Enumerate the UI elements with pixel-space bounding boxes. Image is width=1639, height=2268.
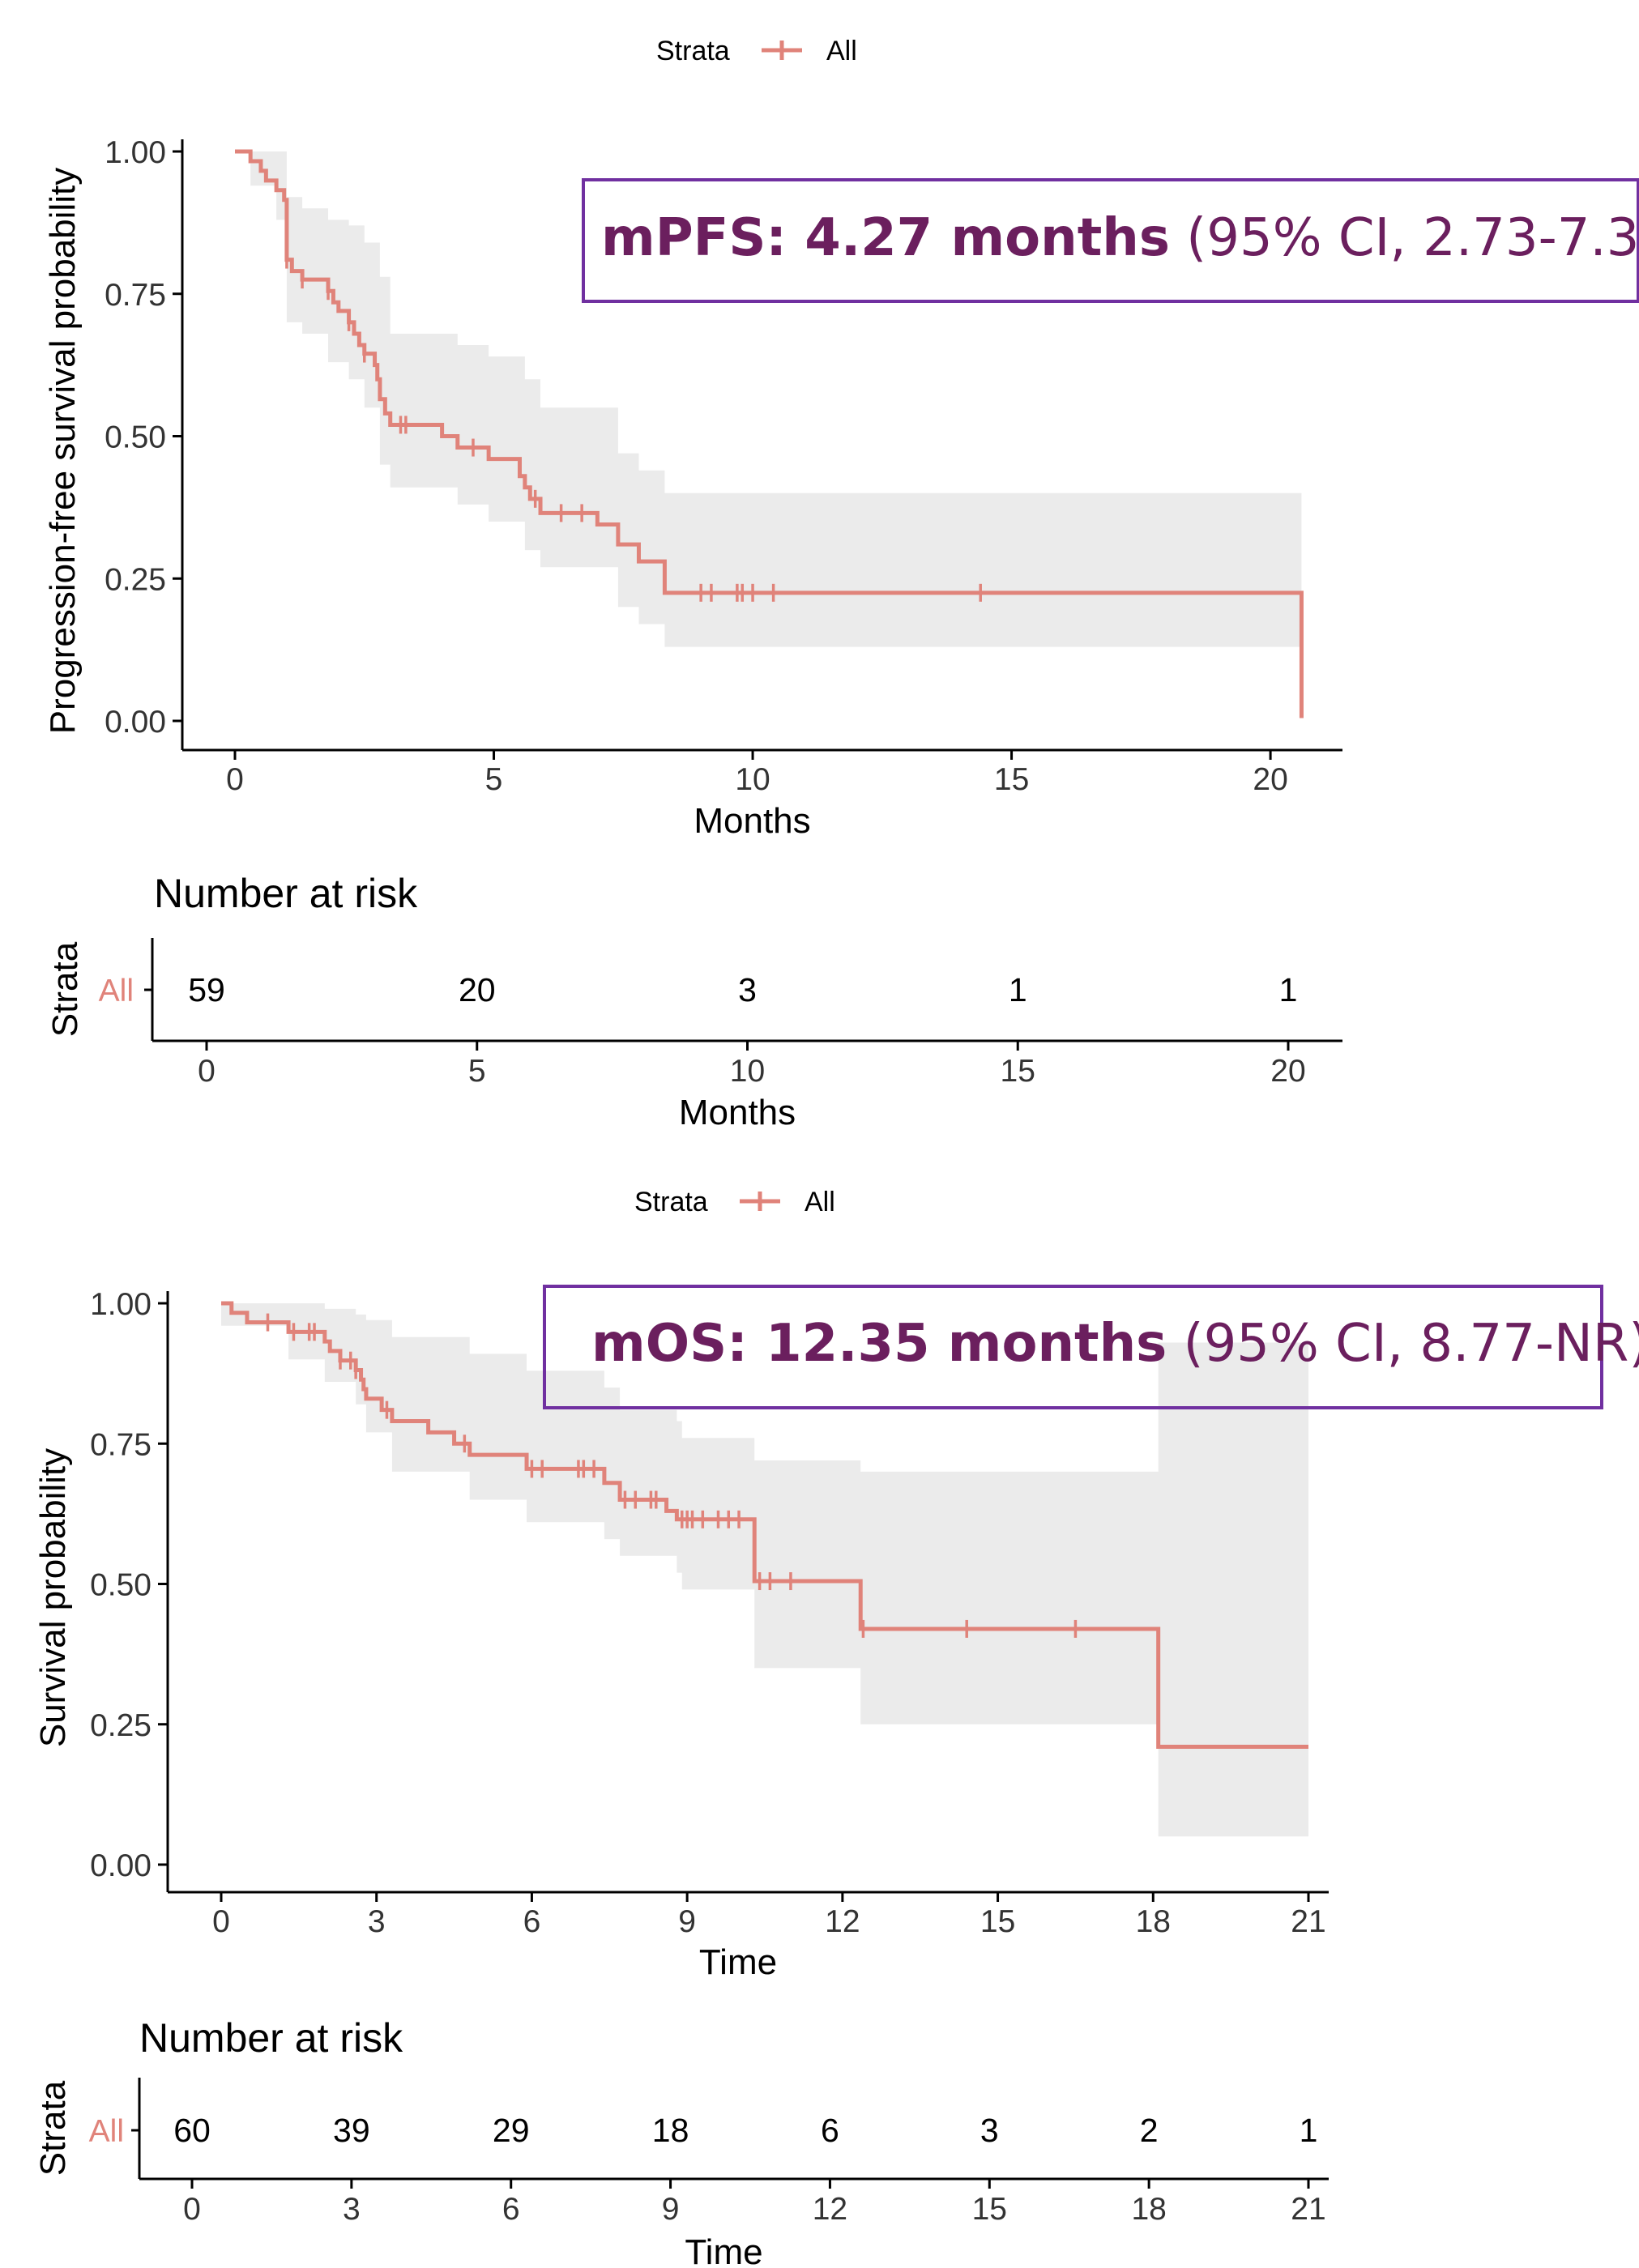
risk-table-title: Number at risk xyxy=(154,871,418,916)
y-tick-label: 0.00 xyxy=(90,1848,152,1883)
risk-y-axis-label: Strata xyxy=(45,941,85,1037)
x-tick-label: 9 xyxy=(678,1904,696,1939)
x-tick-label: 6 xyxy=(523,1904,541,1939)
annotation-box xyxy=(582,178,1639,303)
legend: Strata All xyxy=(634,1187,835,1217)
risk-count: 39 xyxy=(333,2112,370,2149)
risk-x-tick-label: 15 xyxy=(1001,1054,1035,1089)
risk-row-label: All xyxy=(99,974,134,1008)
risk-count: 2 xyxy=(1140,2112,1159,2149)
risk-count: 1 xyxy=(1300,2112,1318,2149)
risk-count: 20 xyxy=(459,971,496,1008)
risk-count: 3 xyxy=(738,971,757,1008)
annotation-median: mPFS: 4.27 months xyxy=(601,208,1170,268)
survival-curve xyxy=(235,149,1304,718)
risk-count: 1 xyxy=(1009,971,1027,1008)
annotation-ci: (95% CI, 8.77-NR) xyxy=(1167,1314,1639,1374)
risk-x-tick-label: 12 xyxy=(813,2192,847,2227)
y-axis-label: Survival probability xyxy=(33,1448,73,1747)
y-tick-label: 1.00 xyxy=(90,1287,152,1322)
x-tick-label: 15 xyxy=(980,1904,1015,1939)
risk-table-title: Number at risk xyxy=(139,2015,403,2061)
annotation-median: mOS: 12.35 months xyxy=(591,1314,1167,1374)
risk-x-tick-label: 18 xyxy=(1131,2192,1166,2227)
x-tick-label: 21 xyxy=(1291,1904,1325,1939)
annotation-ci: (95% CI, 2.73-7.36) xyxy=(1170,208,1639,268)
risk-count: 60 xyxy=(173,2112,211,2149)
y-tick-label: 0.25 xyxy=(90,1708,152,1743)
risk-x-axis-label: Months xyxy=(679,1093,796,1132)
legend-entry: All xyxy=(805,1187,835,1217)
legend-title: Strata xyxy=(656,36,730,66)
confidence-band xyxy=(235,151,1302,647)
risk-x-tick-label: 15 xyxy=(972,2192,1007,2227)
risk-count: 18 xyxy=(652,2112,689,2149)
risk-y-axis-label: Strata xyxy=(33,2080,73,2176)
risk-x-axis-label: Time xyxy=(685,2232,762,2268)
y-tick-label: 0.25 xyxy=(105,562,166,597)
risk-x-tick-label: 5 xyxy=(468,1054,486,1089)
x-tick-label: 10 xyxy=(735,762,770,797)
legend-title: Strata xyxy=(634,1187,708,1217)
risk-count: 29 xyxy=(493,2112,530,2149)
confidence-band xyxy=(221,1303,1308,1837)
risk-x-tick-label: 0 xyxy=(198,1054,216,1089)
x-tick-label: 0 xyxy=(226,762,244,797)
y-tick-label: 0.75 xyxy=(90,1427,152,1462)
x-axis-label: Time xyxy=(699,1942,777,1982)
y-axis-label: Progression-free survival probability xyxy=(43,168,83,734)
risk-x-tick-label: 6 xyxy=(502,2192,520,2227)
risk-x-tick-label: 0 xyxy=(183,2192,201,2227)
annotation-box xyxy=(543,1285,1603,1409)
risk-x-tick-label: 3 xyxy=(343,2192,361,2227)
x-tick-label: 18 xyxy=(1136,1904,1171,1939)
x-tick-label: 3 xyxy=(368,1904,386,1939)
x-tick-label: 15 xyxy=(994,762,1029,797)
y-tick-label: 1.00 xyxy=(105,135,166,170)
risk-x-tick-label: 9 xyxy=(662,2192,680,2227)
risk-count: 1 xyxy=(1279,971,1298,1008)
x-tick-label: 20 xyxy=(1253,762,1287,797)
annotation-text: mOS: 12.35 months (95% CI, 8.77-NR) xyxy=(591,1314,1639,1374)
x-tick-label: 0 xyxy=(212,1904,230,1939)
risk-row-label: All xyxy=(89,2114,124,2149)
legend-entry: All xyxy=(826,36,857,66)
risk-x-tick-label: 20 xyxy=(1270,1054,1305,1089)
annotation-text: mPFS: 4.27 months (95% CI, 2.73-7.36) xyxy=(601,208,1639,268)
legend: Strata All xyxy=(656,36,857,66)
risk-x-tick-label: 10 xyxy=(730,1054,765,1089)
x-axis-label: Months xyxy=(694,801,810,841)
x-tick-label: 5 xyxy=(485,762,503,797)
y-tick-label: 0.00 xyxy=(105,705,166,740)
risk-x-tick-label: 21 xyxy=(1291,2192,1325,2227)
risk-count: 6 xyxy=(821,2112,839,2149)
survival-curve xyxy=(221,1301,1308,1749)
risk-count: 59 xyxy=(188,971,225,1008)
risk-count: 3 xyxy=(980,2112,999,2149)
y-tick-label: 0.50 xyxy=(90,1568,152,1603)
y-tick-label: 0.50 xyxy=(105,420,166,455)
y-tick-label: 0.75 xyxy=(105,278,166,313)
x-tick-label: 12 xyxy=(825,1904,860,1939)
